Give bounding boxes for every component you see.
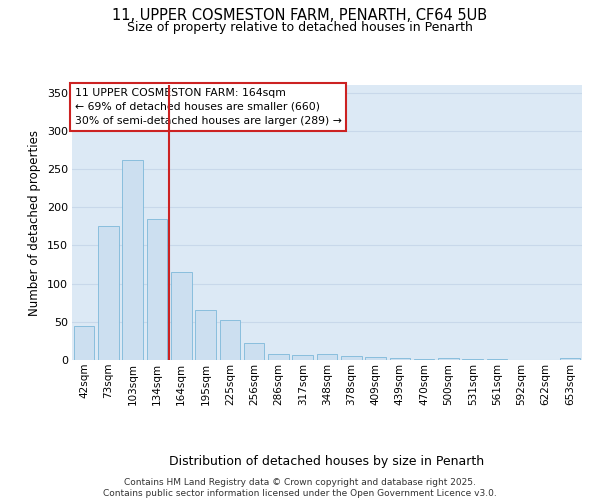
Bar [244,343,265,360]
Bar [560,358,580,360]
Bar [389,358,410,360]
Bar [487,359,508,360]
Bar [463,359,483,360]
Bar [317,354,337,360]
Y-axis label: Number of detached properties: Number of detached properties [28,130,41,316]
Text: Distribution of detached houses by size in Penarth: Distribution of detached houses by size … [169,454,485,468]
Text: Size of property relative to detached houses in Penarth: Size of property relative to detached ho… [127,21,473,34]
Bar [365,357,386,360]
Bar [292,356,313,360]
Text: Contains HM Land Registry data © Crown copyright and database right 2025.
Contai: Contains HM Land Registry data © Crown c… [103,478,497,498]
Bar [171,272,191,360]
Text: 11, UPPER COSMESTON FARM, PENARTH, CF64 5UB: 11, UPPER COSMESTON FARM, PENARTH, CF64 … [112,8,488,22]
Bar [98,226,119,360]
Bar [122,160,143,360]
Bar [195,310,216,360]
Text: 11 UPPER COSMESTON FARM: 164sqm
← 69% of detached houses are smaller (660)
30% o: 11 UPPER COSMESTON FARM: 164sqm ← 69% of… [74,88,341,126]
Bar [414,359,434,360]
Bar [74,326,94,360]
Bar [268,354,289,360]
Bar [438,358,459,360]
Bar [220,320,240,360]
Bar [341,356,362,360]
Bar [146,218,167,360]
